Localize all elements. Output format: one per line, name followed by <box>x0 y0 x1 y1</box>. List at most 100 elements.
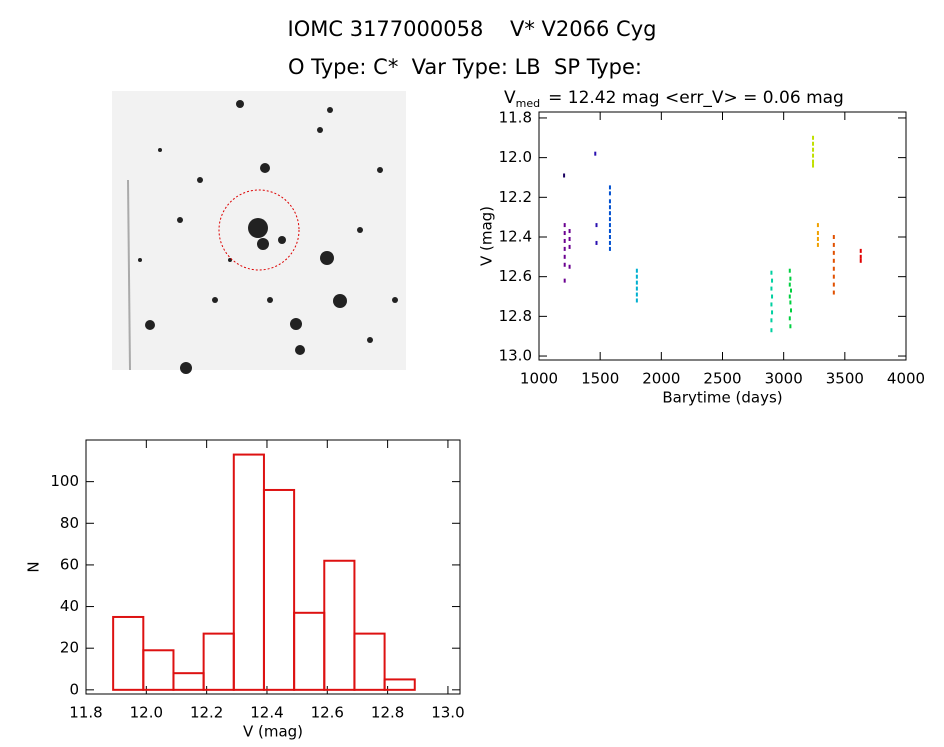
plot-frame <box>85 439 461 695</box>
data-point <box>770 270 773 275</box>
data-point <box>635 280 638 285</box>
y-tick-label: 12.4 <box>499 227 532 245</box>
data-point <box>832 242 835 247</box>
y-tick-label: 0 <box>69 680 79 698</box>
stars <box>138 100 398 374</box>
panel-title-part: V <box>504 88 516 108</box>
data-point <box>563 173 566 178</box>
data-point <box>832 282 835 287</box>
data-point <box>816 223 819 228</box>
y-tick-label: 12.2 <box>499 188 532 206</box>
panel-title: Vmed = 12.42 mag <err_V> = 0.06 mag <box>504 88 844 110</box>
y-tick-label: 11.8 <box>499 108 532 126</box>
y-tick-label: 12.8 <box>499 307 532 325</box>
data-point <box>635 286 638 291</box>
data-point <box>608 205 611 210</box>
aperture <box>218 189 300 271</box>
data-point <box>563 238 566 243</box>
panel-title-part: = 12.42 mag <err_V> = 0.06 mag <box>548 88 844 108</box>
data-point <box>859 258 862 263</box>
data-point <box>832 266 835 271</box>
hist-bar <box>293 611 326 691</box>
data-point <box>608 234 611 239</box>
hist-bar <box>353 632 386 691</box>
y-tick-label: 60 <box>60 555 79 573</box>
plot-frame <box>538 111 907 361</box>
data-point <box>568 236 571 241</box>
data-point <box>816 242 819 247</box>
data-point <box>563 254 566 259</box>
hist-bar <box>112 615 145 691</box>
data-point <box>635 268 638 273</box>
data-point <box>608 223 611 228</box>
x-axis-label: V (mag) <box>243 723 303 741</box>
data-point <box>788 268 791 273</box>
x-tick-label: 3500 <box>826 370 864 388</box>
x-tick-label: 11.8 <box>69 704 102 722</box>
data-point <box>563 231 566 236</box>
x-tick-label: 3000 <box>765 370 803 388</box>
y-tick-label: 80 <box>60 514 79 532</box>
y-tick-label: 20 <box>60 639 79 657</box>
data-point <box>790 288 793 293</box>
data-point <box>594 151 597 156</box>
sky-image <box>112 91 406 374</box>
image-streak <box>127 179 131 371</box>
data-point <box>635 292 638 297</box>
data-point <box>770 286 773 291</box>
data-point <box>770 318 773 323</box>
x-tick-label: 12.6 <box>311 704 344 722</box>
x-axis-label: Barytime (days) <box>662 389 782 407</box>
data-point <box>789 324 792 329</box>
data-point <box>608 211 611 216</box>
data-point <box>788 294 791 299</box>
y-tick-label: 100 <box>50 472 79 490</box>
title: IOMC 3177000058 V* V2066 Cyg <box>288 17 657 41</box>
data-point <box>563 246 566 251</box>
data-point <box>859 248 862 253</box>
x-tick-label: 4000 <box>887 370 925 388</box>
data-point <box>789 300 792 305</box>
y-tick-label: 40 <box>60 597 79 615</box>
hist-bar <box>172 672 205 691</box>
x-tick-label: 13.0 <box>431 704 464 722</box>
data-point <box>789 276 792 281</box>
data-point <box>771 310 774 315</box>
data-point <box>812 147 815 152</box>
data-point <box>563 262 566 267</box>
x-tick-label: 2500 <box>703 370 741 388</box>
y-tick-label: 12.6 <box>499 267 532 285</box>
data-point <box>595 223 598 228</box>
y-tick-label: 12.0 <box>499 148 532 166</box>
data-point <box>790 308 793 313</box>
x-tick-label: 12.4 <box>250 704 283 722</box>
data-point <box>568 244 571 249</box>
data-point <box>832 250 835 255</box>
data-point <box>788 316 791 321</box>
data-point <box>595 240 598 245</box>
data-point <box>608 217 611 222</box>
x-tick-label: 12.2 <box>190 704 223 722</box>
data-point <box>812 141 815 146</box>
data-point <box>859 254 862 259</box>
x-tick-label: 1000 <box>520 370 558 388</box>
hist-bar <box>202 632 235 691</box>
x-tick-label: 12.8 <box>371 704 404 722</box>
y-axis-label: V (mag) <box>478 206 496 266</box>
data-point <box>770 328 773 333</box>
data-point <box>771 294 774 299</box>
data-point <box>771 278 774 283</box>
hist-bar <box>142 649 175 691</box>
data-point <box>832 258 835 263</box>
data-point <box>608 191 611 196</box>
x-tick-label: 1500 <box>581 370 619 388</box>
data-point <box>608 185 611 190</box>
data-point <box>788 282 791 287</box>
hist-bar <box>323 559 356 691</box>
data-point <box>608 240 611 245</box>
charts: 1000 1500 2000 2500 3000 3500 400011.812.012.2… <box>25 88 926 741</box>
data-point <box>816 231 819 236</box>
subtitle: O Type: C* Var Type: LB SP Type: <box>288 55 642 79</box>
data-point <box>812 135 815 140</box>
data-point <box>770 302 773 307</box>
